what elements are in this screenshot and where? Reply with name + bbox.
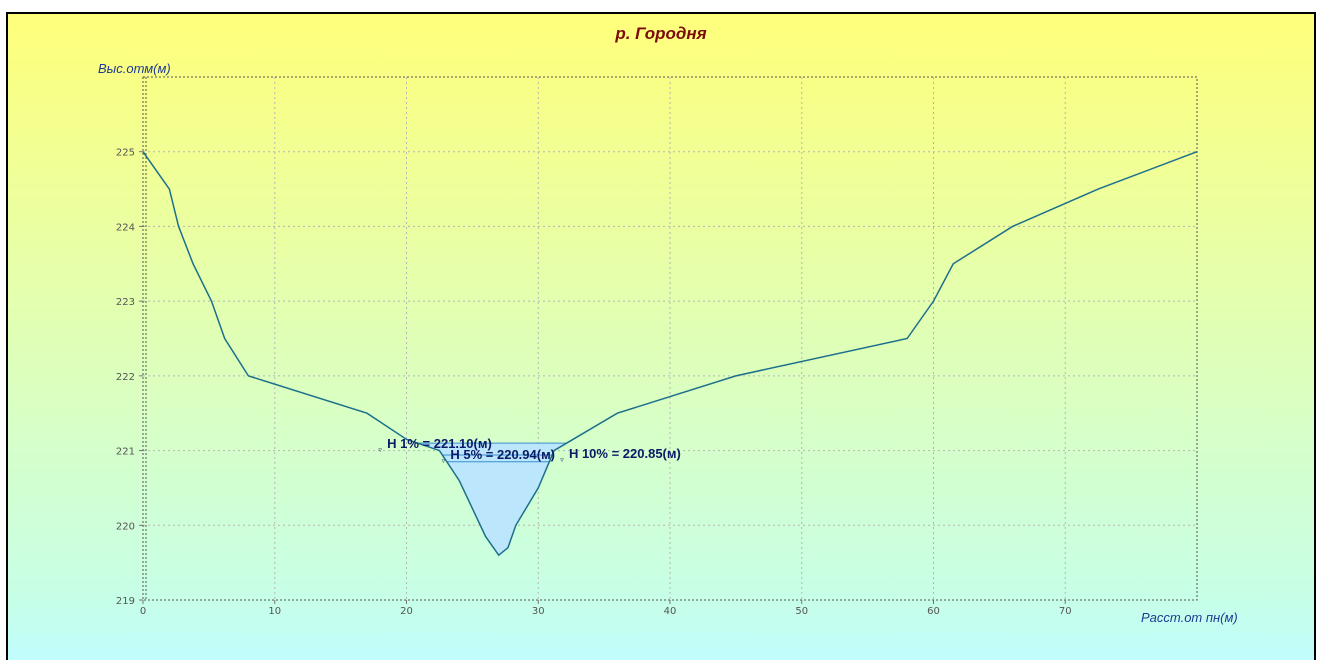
x-tick-label: 70 — [1059, 606, 1072, 617]
x-tick-label: 40 — [664, 606, 677, 617]
chart-frame: 0 10 20 30 40 50 60 70 219 220 221 222 223 224 225 ▿ H … — [6, 12, 1316, 660]
y-tick-label: 222 — [116, 372, 135, 383]
profile-line — [142, 151, 1198, 557]
water-fill — [417, 443, 567, 556]
x-tick-label: 50 — [795, 606, 808, 617]
level-marker-icon: ▿ — [378, 447, 382, 454]
x-tick-label: 0 — [140, 606, 146, 617]
tick-labels: 0 10 20 30 40 50 60 70 219 220 221 222 223 224 225 — [116, 148, 1072, 617]
x-tick-label: 30 — [532, 606, 545, 617]
y-tick-label: 220 — [116, 521, 135, 532]
x-tick-label: 10 — [268, 606, 281, 617]
y-tick-label: 224 — [116, 222, 135, 233]
profile-layer — [142, 151, 1198, 557]
level-labels: ▿ H 1% = 221.10(м) ▿ H 5% = 220.94(м) ▿ H 10%… — [378, 436, 680, 465]
x-axis-label: Расст.от пн(м) — [1141, 610, 1238, 625]
level-label: H 10% = 220.85(м) — [569, 446, 681, 461]
x-tick-label: 60 — [927, 606, 940, 617]
y-tick-label: 225 — [116, 148, 135, 159]
level-marker-icon: ▿ — [560, 457, 564, 464]
plot-border — [142, 76, 1198, 601]
chart-title: р. Городня — [614, 24, 706, 43]
level-marker-icon: ▿ — [442, 458, 446, 465]
chart-canvas: 0 10 20 30 40 50 60 70 219 220 221 222 223 224 225 ▿ H … — [98, 24, 1238, 625]
y-tick-label: 223 — [116, 297, 135, 308]
level-label: H 1% = 221.10(м) — [387, 436, 492, 451]
y-tick-label: 219 — [116, 596, 135, 607]
y-axis-label: Выс.отм(м) — [98, 61, 171, 76]
y-tick-label: 221 — [116, 447, 135, 458]
grid — [139, 77, 1197, 604]
x-tick-label: 20 — [400, 606, 413, 617]
level-label: H 5% = 220.94(м) — [450, 447, 555, 462]
water-area — [417, 442, 567, 556]
